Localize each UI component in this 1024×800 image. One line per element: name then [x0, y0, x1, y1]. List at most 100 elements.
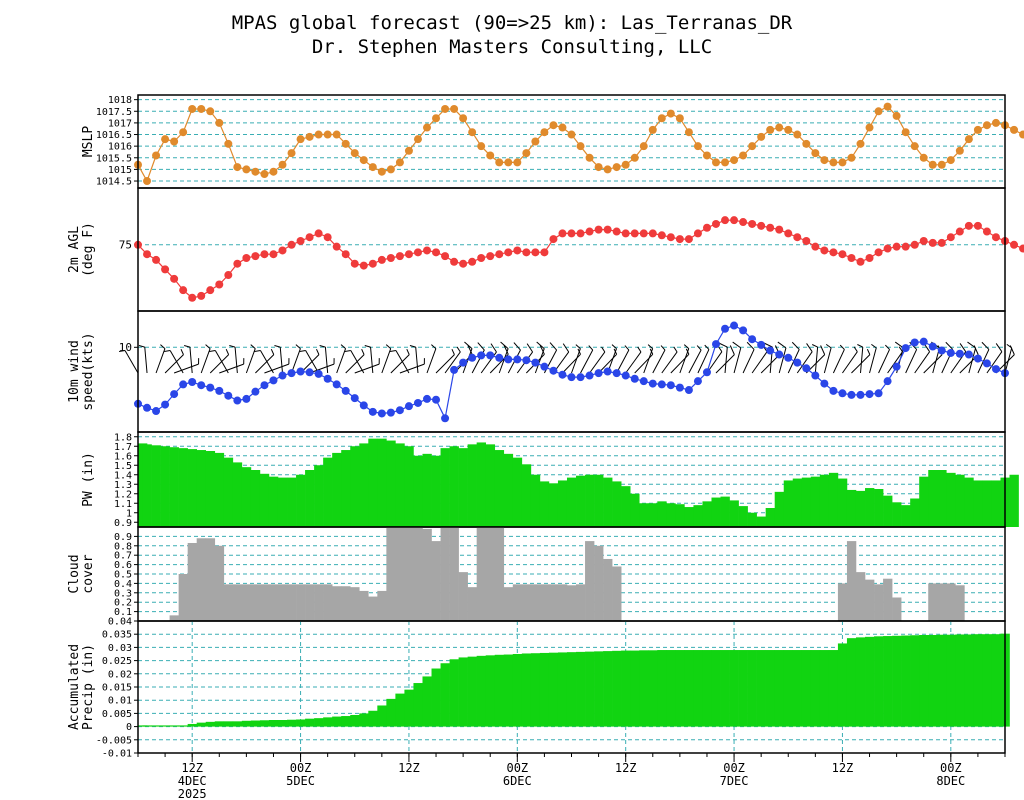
chart-subtitle: Dr. Stephen Masters Consulting, LLC — [311, 36, 713, 58]
y-tick-label-cloud: 0.7 — [114, 551, 132, 562]
wind-point — [152, 407, 161, 416]
wind-point — [170, 390, 179, 399]
temp-point — [928, 238, 937, 247]
mslp-point — [982, 121, 991, 130]
precip-bar — [341, 716, 351, 727]
temp-point — [838, 250, 847, 259]
temp-point — [242, 254, 251, 263]
pw-bar — [828, 472, 839, 527]
wind-barb-flag — [451, 348, 455, 355]
pw-bar — [630, 493, 640, 527]
panel-precip: -0.01 -0.005 0 0.005 0.01 0.015 0.02 0.025 0.03 0… — [67, 617, 1010, 760]
pw-bar — [530, 474, 541, 527]
pw-bar — [928, 470, 938, 527]
wind-barb-staff — [760, 354, 780, 374]
wind-point — [901, 344, 910, 353]
temp-point — [368, 259, 377, 268]
cloud-bar — [232, 584, 243, 621]
pw-bar — [675, 504, 685, 527]
cloud-bar — [214, 545, 225, 621]
precip-bar — [666, 650, 676, 727]
cloud-bar — [386, 527, 396, 621]
mslp-point — [260, 170, 269, 179]
pw-bar — [277, 477, 288, 527]
wind-point — [441, 414, 450, 423]
mslp-point — [395, 158, 404, 167]
wind-point — [468, 353, 477, 362]
cloud-bar — [223, 584, 234, 621]
mslp-point — [504, 158, 513, 167]
pw-bar — [919, 476, 929, 527]
y-tick-label-cloud: 0.5 — [114, 570, 132, 581]
mslp-point — [251, 167, 260, 176]
wind-point — [666, 381, 675, 390]
y-tick-label-precip: 0.02 — [108, 669, 132, 680]
pw-bar — [287, 477, 297, 527]
temp-point — [468, 257, 477, 266]
wind-barb-staff — [887, 351, 903, 374]
wind-barb-flag — [791, 341, 800, 350]
temp-point — [883, 244, 892, 253]
wind-barb — [364, 344, 374, 374]
wind-barb-staff — [842, 351, 858, 374]
wind-barb-staff — [751, 351, 768, 374]
wind-barb — [777, 341, 787, 374]
wind-barb — [138, 344, 148, 374]
wind-point — [712, 340, 720, 349]
pw-bar — [160, 446, 170, 527]
precip-bar — [458, 657, 468, 727]
precip-bar — [521, 653, 532, 727]
pw-bar — [241, 467, 252, 527]
temp-point — [251, 252, 260, 261]
wind-barb-flag — [825, 343, 832, 349]
pw-bar — [801, 477, 812, 527]
pw-bar — [413, 455, 423, 527]
cloud-bar — [594, 545, 604, 621]
mslp-point — [657, 114, 666, 123]
wind-barb-flag — [718, 346, 723, 352]
wind-barb-staff — [986, 351, 1003, 374]
wind-barb-flag — [500, 341, 509, 349]
mslp-point — [937, 160, 946, 169]
precip-bar — [693, 650, 703, 727]
temp-point — [269, 250, 278, 259]
temp-point — [395, 252, 404, 261]
mslp-point — [269, 167, 278, 176]
wind-point — [540, 362, 549, 371]
temp-point — [197, 291, 206, 300]
temp-point — [341, 250, 350, 259]
cloud-bar — [539, 584, 550, 621]
mslp-point — [314, 130, 323, 139]
precip-bar — [946, 634, 956, 727]
cloud-bar — [521, 584, 532, 621]
x-date-label: 5DEC — [286, 774, 315, 788]
wind-barb-staff — [914, 351, 931, 374]
wind-point — [612, 369, 621, 378]
y-tick-label-pw: 0.9 — [114, 518, 132, 529]
y-tick-label-precip: -0.005 — [96, 735, 132, 746]
temp-point — [739, 218, 748, 227]
wind-barb-flag — [490, 343, 497, 353]
mslp-point — [179, 128, 188, 137]
y-axis-label-cloud: Cloud — [67, 554, 82, 593]
cloud-bar — [467, 587, 477, 621]
pw-bar — [603, 477, 613, 527]
wind-barb-flag — [575, 344, 581, 349]
wind-point — [964, 350, 973, 359]
precip-bar — [747, 650, 757, 727]
y-tick-label-cloud: 0.6 — [114, 560, 132, 571]
pw-bar — [910, 498, 920, 527]
wind-barb — [399, 358, 425, 374]
precip-bar — [828, 650, 839, 727]
cloud-bar — [476, 527, 487, 621]
mslp-point — [892, 111, 901, 120]
wind-barb — [697, 344, 710, 374]
wind-point — [278, 371, 287, 380]
wind-barb — [209, 349, 229, 374]
chart-title: MPAS global forecast (90=>25 km): Las_Te… — [231, 12, 793, 34]
cloud-bar — [548, 584, 559, 621]
wind-point — [585, 371, 594, 380]
wind-barb — [562, 348, 581, 374]
temp-point — [152, 255, 161, 264]
wind-barb-flag — [364, 344, 371, 348]
